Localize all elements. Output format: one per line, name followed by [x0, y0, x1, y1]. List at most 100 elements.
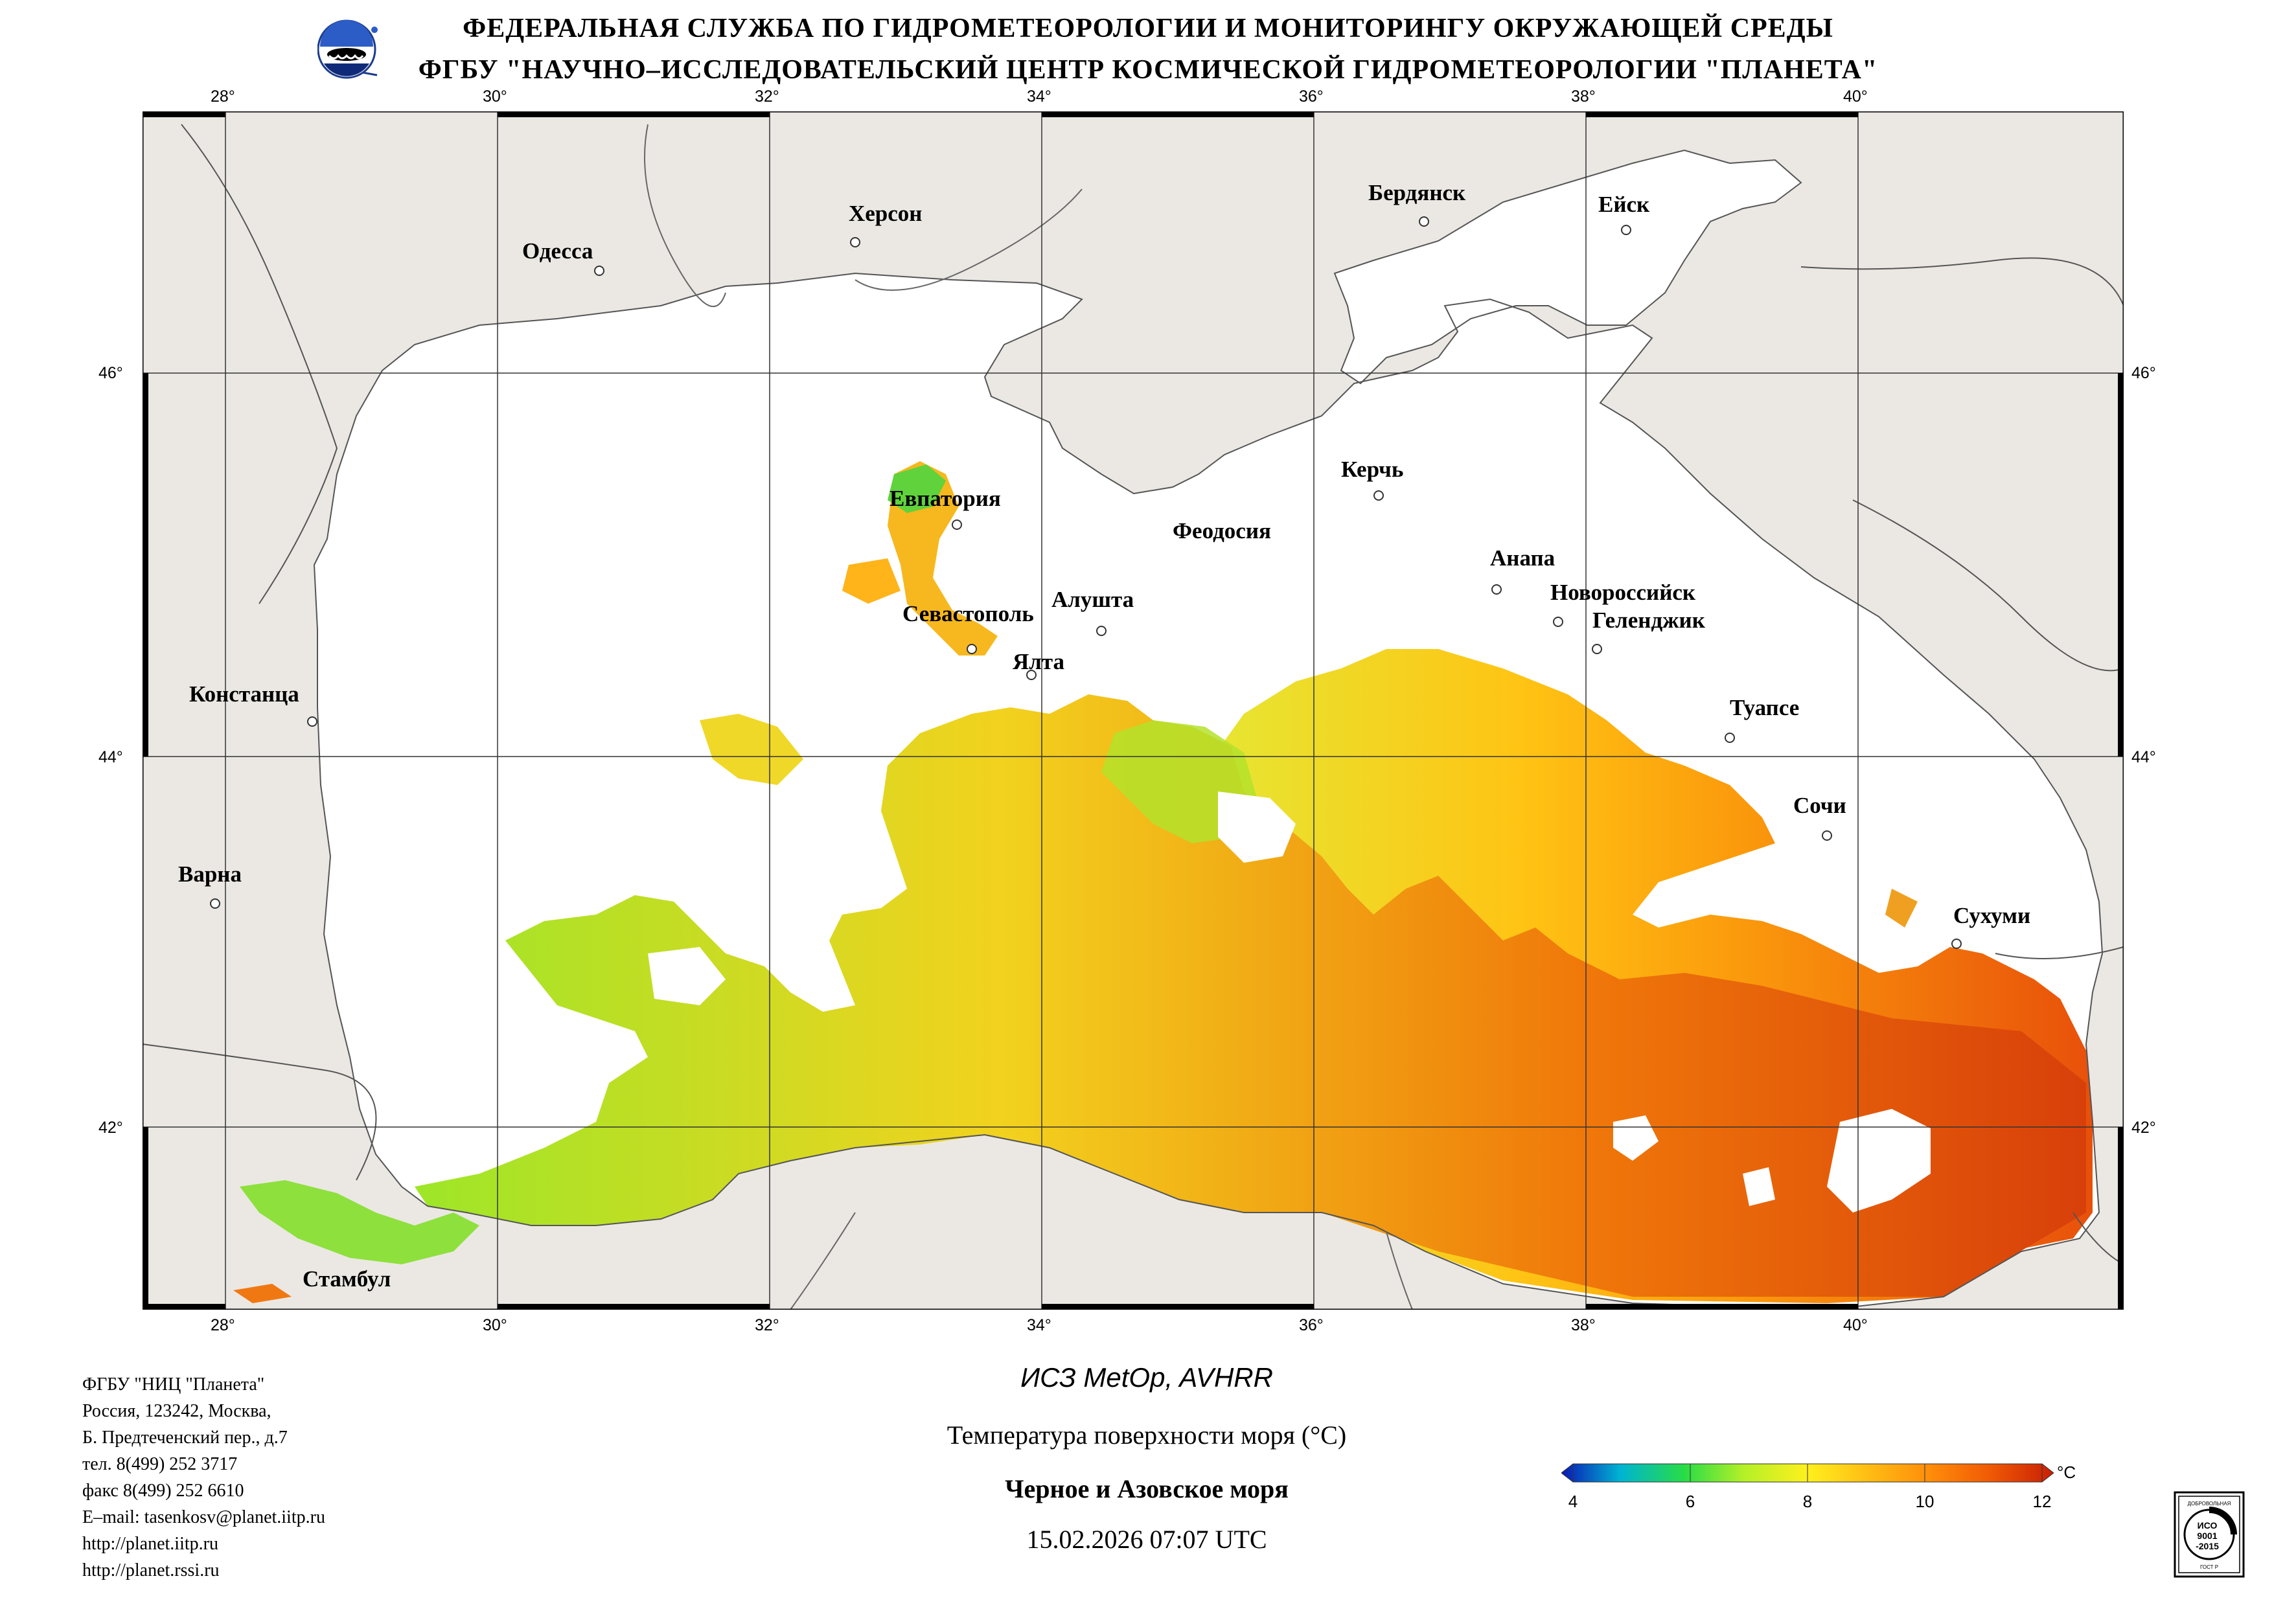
parameter-caption: Температура поверхности моря (°C): [947, 1420, 1347, 1450]
lon-label-bottom: 40°: [1843, 1316, 1868, 1334]
lon-label-top: 38°: [1571, 87, 1596, 106]
city-label-kherson: Херсон: [849, 201, 923, 226]
city-marker: [210, 898, 220, 909]
colorbar-tick: 12: [2032, 1492, 2052, 1511]
header-line-1: ФЕДЕРАЛЬНАЯ СЛУЖБА ПО ГИДРОМЕТЕОРОЛОГИИ …: [463, 14, 1833, 43]
river-line: [790, 1212, 856, 1310]
city-marker: [1373, 490, 1384, 501]
colorbar: [1561, 1461, 2054, 1485]
city-marker: [1553, 617, 1563, 627]
lat-label-left: 46°: [98, 364, 123, 382]
city-label-varna: Варна: [178, 861, 242, 887]
sst-bosporus-green: [240, 1180, 479, 1264]
cloud-hole: [1827, 1109, 1931, 1213]
lon-label-top: 32°: [755, 87, 779, 106]
city-label-sevastopol: Севастополь: [902, 601, 1034, 626]
river-line: [1386, 1231, 1413, 1310]
city-marker: [1621, 225, 1631, 235]
cloud-hole: [648, 947, 726, 1005]
city-marker: [1419, 216, 1429, 227]
lon-label-top: 34°: [1027, 87, 1051, 106]
lat-label-left: 42°: [98, 1119, 123, 1137]
city-label-tuapse: Туапсе: [1730, 695, 1800, 720]
city-marker: [1822, 830, 1832, 841]
region-caption: Черное и Азовское моря: [1005, 1474, 1289, 1503]
cloud-hole: [1743, 1167, 1775, 1206]
cert-iso: ИСО: [2198, 1520, 2218, 1531]
sst-crimea-green: [888, 464, 946, 513]
address-line-1: Россия, 123242, Москва,: [82, 1401, 271, 1421]
city-marker: [1725, 733, 1735, 743]
lon-label-bottom: 28°: [211, 1316, 235, 1334]
sst-east-small: [1885, 889, 1918, 928]
lon-label-top: 28°: [211, 87, 235, 106]
city-label-odessa: Одесса: [522, 238, 593, 264]
border-line: [1995, 946, 2124, 959]
city-label-sochi: Сочи: [1793, 793, 1846, 818]
planeta-logo: [317, 18, 380, 80]
fax: факс 8(499) 252 6610: [82, 1481, 244, 1501]
border-line: [1800, 257, 2124, 306]
colorbar-tick: 10: [1915, 1492, 1934, 1511]
city-marker: [1026, 670, 1037, 680]
city-marker: [1096, 626, 1107, 636]
city-label-yalta: Ялта: [1013, 649, 1065, 674]
city-marker: [1951, 939, 1962, 949]
city-label-novorossiysk: Новороссийск: [1550, 580, 1696, 605]
sst-bosporus-small: [233, 1284, 292, 1303]
website-link[interactable]: http://planet.iitp.ru: [82, 1534, 218, 1554]
header-line-2: ФГБУ "НАУЧНО–ИССЛЕДОВАТЕЛЬСКИЙ ЦЕНТР КОС…: [418, 55, 1878, 85]
city-marker: [967, 644, 977, 654]
colorbar-tick: 4: [1568, 1492, 1578, 1511]
city-label-kerch: Керчь: [1341, 457, 1404, 482]
lon-label-bottom: 36°: [1299, 1316, 1324, 1334]
city-label-sukhumi: Сухуми: [1953, 903, 2031, 928]
city-label-anapa: Анапа: [1490, 545, 1556, 571]
contact-info: ФГБУ "НИЦ "Планета" Россия, 123242, Моск…: [82, 1371, 325, 1584]
city-label-berdyansk: Бердянск: [1368, 180, 1466, 205]
city-label-yeysk: Ейск: [1598, 192, 1650, 217]
azov-sea-area: [1335, 150, 1801, 383]
river-line: [644, 124, 726, 308]
azov-coastline: [1333, 149, 1802, 385]
iso-certification-stamp: ДОБРОВОЛЬНАЯ ИСО 9001 -2015 ГОСТ Р: [2174, 1491, 2245, 1578]
sst-west-patch: [842, 558, 901, 604]
org-name: ФГБУ "НИЦ "Планета": [82, 1374, 265, 1395]
coastline: [313, 272, 2104, 1311]
lat-label-right: 44°: [2131, 748, 2156, 766]
colorbar-tick: 8: [1802, 1492, 1813, 1511]
lon-label-bottom: 34°: [1027, 1316, 1051, 1334]
border-line: [142, 1043, 377, 1181]
cert-2015: -2015: [2196, 1541, 2219, 1551]
cert-9001: 9001: [2197, 1531, 2217, 1541]
lon-label-bottom: 38°: [1571, 1316, 1596, 1334]
cert-top: ДОБРОВОЛЬНАЯ: [2188, 1501, 2231, 1507]
lon-label-bottom: 30°: [483, 1316, 507, 1334]
city-label-feodosia: Феодосия: [1173, 518, 1271, 543]
datetime-caption: 15.02.2026 07:07 UTC: [1026, 1525, 1267, 1554]
city-marker: [952, 519, 962, 530]
city-marker: [1491, 584, 1502, 595]
address-line-2: Б. Предтеченский пер., д.7: [82, 1428, 288, 1448]
website-link[interactable]: http://planet.rssi.ru: [82, 1560, 220, 1580]
cert-bottom: ГОСТ Р: [2200, 1564, 2218, 1570]
lon-label-top: 40°: [1843, 87, 1868, 106]
sst-west-scatter: [700, 714, 803, 785]
city-marker: [307, 716, 317, 727]
city-marker: [594, 266, 604, 276]
border-line: [1852, 499, 2124, 672]
lat-label-left: 44°: [98, 748, 123, 766]
graticule: [143, 111, 2124, 1310]
colorbar-tick: 6: [1685, 1492, 1695, 1511]
city-label-istanbul: Стамбул: [303, 1266, 391, 1292]
city-marker: [1592, 644, 1602, 654]
city-label-alushta: Алушта: [1051, 587, 1134, 612]
city-marker: [850, 237, 860, 247]
email: E–mail: tasenkosv@planet.iitp.ru: [82, 1507, 325, 1527]
city-label-constanta: Констанца: [189, 681, 299, 707]
lon-label-top: 30°: [483, 87, 507, 106]
lon-label-bottom: 32°: [755, 1316, 779, 1334]
city-label-evpatoria: Евпатория: [890, 486, 1001, 511]
river-line: [855, 188, 1083, 291]
sst-main-central: [415, 694, 2086, 1297]
